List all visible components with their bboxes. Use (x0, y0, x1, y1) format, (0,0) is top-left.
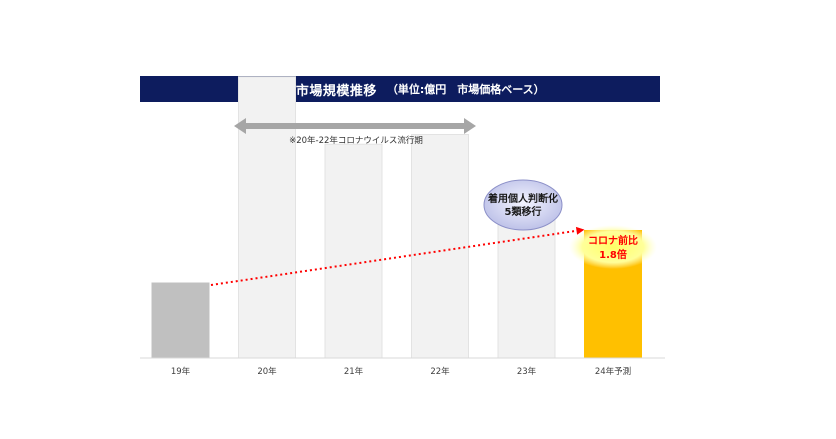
bar-22年 (411, 134, 469, 359)
x-tick-label: 22年 (430, 366, 450, 377)
growth-callout-line2: 1.8倍 (599, 248, 627, 261)
x-tick-label: 19年 (171, 366, 191, 377)
pandemic-period-arrow (234, 118, 476, 134)
growth-trend-arrowhead (575, 226, 585, 235)
chart-subtitle: （単位:億円 市場価格ベース） (386, 83, 545, 96)
growth-callout-line1: コロナ前比 (588, 234, 638, 247)
x-tick-label: 21年 (344, 366, 364, 377)
bar-20年 (238, 76, 296, 359)
x-tick-label: 23年 (517, 366, 537, 377)
pandemic-period-note: ※20年-22年コロナウイルス流行期 (289, 135, 423, 146)
x-tick-label: 20年 (257, 366, 277, 377)
chart-title-bar: マスク市場規模推移 （単位:億円 市場価格ベース） (140, 76, 660, 102)
bar-21年 (324, 143, 383, 359)
bar-19年 (151, 282, 210, 359)
policy-change-bubble: 着用個人判断化 5類移行 (483, 179, 563, 231)
x-tick-label: 24年予測 (595, 366, 631, 377)
policy-change-line2: 5類移行 (505, 205, 542, 218)
growth-callout: コロナ前比 1.8倍 (569, 225, 657, 269)
growth-trend-line (210, 229, 579, 286)
policy-change-line1: 着用個人判断化 (487, 192, 558, 205)
